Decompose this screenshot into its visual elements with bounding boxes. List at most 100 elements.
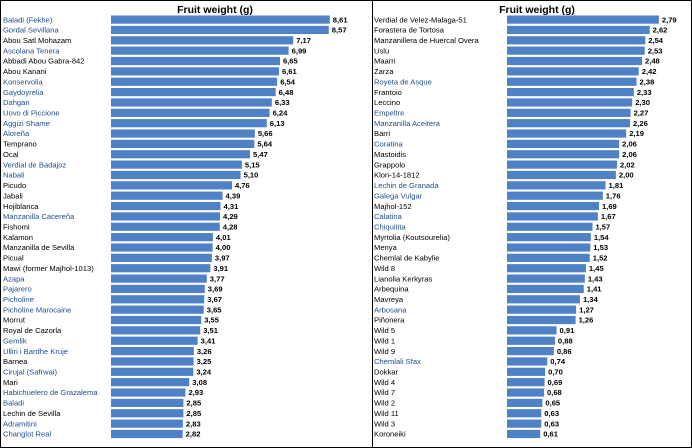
category-label: Abou Kanani: [3, 67, 47, 76]
value-label: 1,26: [579, 316, 594, 325]
bar: [507, 98, 633, 107]
bar: [111, 315, 202, 325]
category-label: Grappolo: [374, 160, 405, 169]
bar: [111, 326, 201, 335]
category-label: Wild 7: [374, 388, 395, 397]
bar: [111, 160, 242, 169]
value-label: 3,77: [210, 274, 225, 283]
value-label: 0,86: [557, 347, 572, 356]
bar: [507, 36, 646, 45]
category-label: Lianolia Kerkyras: [374, 274, 432, 283]
value-label: 0,69: [548, 378, 563, 387]
category-label: Azapa: [3, 274, 25, 283]
category-label: Aloreña: [3, 129, 30, 138]
category-label: Verdial de Velez-Malaga-51: [374, 15, 467, 24]
category-label: Maarri: [374, 57, 396, 66]
value-label: 1,52: [593, 254, 608, 263]
bar: [507, 25, 650, 35]
category-label: Koroneiki: [374, 430, 406, 439]
category-label: Picudo: [3, 181, 26, 190]
bar: [111, 419, 183, 428]
bar: [507, 326, 557, 335]
bar: [111, 108, 270, 117]
value-label: 3,26: [197, 347, 212, 356]
value-label: 1,53: [593, 243, 608, 252]
category-label: Manzanillera de Huercal Overa: [374, 36, 479, 45]
value-label: 1,27: [579, 305, 594, 314]
category-label: Wild 1: [374, 336, 395, 345]
category-label: Konservolia: [3, 77, 43, 86]
category-label: Piñonera: [374, 316, 405, 325]
value-label: 1,54: [594, 233, 610, 242]
value-label: 3,67: [207, 295, 222, 304]
category-label: Coratina: [374, 140, 403, 149]
value-label: 0,63: [544, 409, 559, 418]
value-label: 0,61: [543, 430, 559, 439]
value-label: 2,48: [645, 57, 660, 66]
value-label: 0,65: [545, 399, 561, 408]
bar: [507, 46, 645, 55]
value-label: 5,15: [245, 160, 261, 169]
bar: [111, 129, 255, 138]
bar: [111, 150, 250, 159]
value-label: 2,38: [640, 77, 655, 86]
value-label: 4,28: [223, 222, 238, 231]
category-label: Leccino: [374, 98, 400, 107]
bar: [507, 222, 593, 231]
value-label: 5,64: [257, 140, 273, 149]
value-label: 8,57: [332, 26, 347, 35]
bar: [111, 139, 255, 148]
value-label: 1,69: [602, 202, 617, 211]
category-label: Jabali: [3, 191, 23, 200]
category-label: Aggizi Shame: [3, 119, 50, 128]
value-label: 6,13: [270, 119, 285, 128]
bar: [111, 36, 294, 45]
bar: [507, 305, 577, 314]
value-label: 2,79: [662, 15, 677, 24]
category-label: Pajarero: [3, 285, 32, 294]
category-label: Lechin de Sevilla: [3, 409, 61, 418]
value-label: 1,76: [606, 191, 621, 200]
value-label: 1,81: [609, 181, 625, 190]
value-label: 2,30: [635, 98, 650, 107]
category-label: Gordal Sevillana: [3, 26, 59, 35]
category-label: Ocal: [3, 150, 19, 159]
value-label: 4,01: [216, 233, 232, 242]
bar: [111, 336, 198, 345]
category-label: Dahgan: [3, 98, 30, 107]
bar: [507, 108, 631, 117]
category-label: Galega Vulgar: [374, 191, 423, 200]
bar: [507, 150, 620, 159]
value-label: 3,51: [203, 326, 219, 335]
category-label: Mari: [3, 378, 18, 387]
category-label: Kalamon: [3, 233, 33, 242]
bar: [507, 243, 591, 252]
value-label: 5,10: [244, 171, 259, 180]
bar: [507, 378, 545, 387]
bar: [507, 295, 580, 304]
value-label: 3,08: [192, 378, 207, 387]
value-label: 3,25: [197, 357, 213, 366]
value-label: 0,88: [558, 336, 573, 345]
category-label: Myrtolia (Koutsourelia): [374, 233, 450, 242]
category-label: Picual: [3, 254, 24, 263]
category-label: Mastoidis: [374, 150, 406, 159]
category-label: Wild 9: [374, 347, 395, 356]
bar: [111, 429, 183, 439]
value-label: 4,00: [216, 243, 231, 252]
category-label: Abou Satl Mohazam: [3, 36, 71, 45]
category-label: Habichuelero de Grazalema: [3, 388, 98, 397]
bar: [507, 119, 631, 128]
category-label: Nabali: [3, 171, 25, 180]
value-label: 2,83: [186, 419, 201, 428]
value-label: 1,41: [587, 285, 603, 294]
value-label: 2,82: [186, 430, 201, 439]
bar: [507, 15, 659, 24]
bar: [111, 253, 212, 262]
chart-title: Fruit weight (g): [499, 4, 575, 16]
category-label: Chemlali Sfax: [374, 357, 421, 366]
category-label: Gaydoyrelia: [3, 88, 44, 97]
category-label: Picholine Marocaine: [3, 305, 71, 314]
category-label: Picholine: [3, 295, 34, 304]
value-label: 4,29: [223, 212, 238, 221]
